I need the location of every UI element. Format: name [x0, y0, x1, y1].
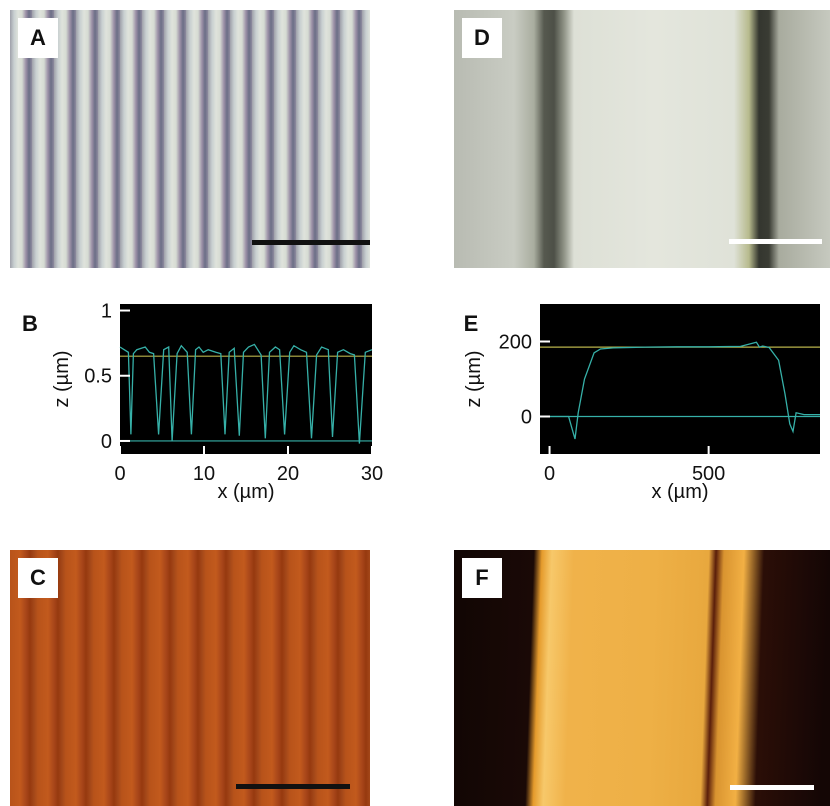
- x-tick-label: 20: [277, 463, 299, 485]
- panel-a-label: A: [18, 18, 58, 58]
- panel-e-label: E: [452, 304, 490, 344]
- panel-b-label: B: [10, 304, 50, 344]
- panel-d-label: D: [462, 18, 502, 58]
- height-profile-trace: [119, 343, 373, 444]
- height-profile-trace: [540, 341, 820, 440]
- x-tick-label: 10: [193, 463, 215, 485]
- y-tick-label: 200: [499, 332, 532, 354]
- x-axis-label: x (µm): [217, 481, 274, 503]
- y-tick-label: 0.5: [84, 366, 112, 388]
- y-axis-label: z (µm): [463, 350, 485, 407]
- x-tick-label: 30: [361, 463, 383, 485]
- panel-a-micrograph: A: [10, 10, 370, 268]
- panel-f-scale-bar: [730, 785, 814, 790]
- y-axis-label: z (µm): [51, 350, 73, 407]
- panel-d-micrograph: D: [454, 10, 830, 268]
- plot-area: [540, 304, 820, 454]
- x-tick-label: 500: [692, 463, 725, 485]
- x-axis-label: x (µm): [651, 481, 708, 503]
- panel-c-fluorescence-image: C: [10, 550, 370, 806]
- panel-a-scale-bar: [252, 240, 370, 245]
- y-tick-label: 0: [101, 431, 112, 453]
- panel-b-plot: B 0 0.5 1 0 10 20 30 x (µm) z (µm): [0, 296, 400, 528]
- x-tick-label: 0: [114, 463, 125, 485]
- panel-f-label: F: [462, 558, 502, 598]
- x-tick-label: 0: [544, 463, 555, 485]
- panel-e-plot: E 0 200 0 500 x (µm) z (µm): [450, 296, 830, 528]
- y-tick-label: 0: [521, 407, 532, 429]
- panel-b-chart: 00.510 10 20 30x (µm)z (µm): [51, 301, 383, 503]
- panel-d-scale-bar: [729, 239, 822, 244]
- y-tick-label: 1: [101, 301, 112, 323]
- panel-f-fluorescence-image: F: [454, 550, 830, 806]
- panel-c-label: C: [18, 558, 58, 598]
- panel-c-scale-bar: [236, 784, 350, 789]
